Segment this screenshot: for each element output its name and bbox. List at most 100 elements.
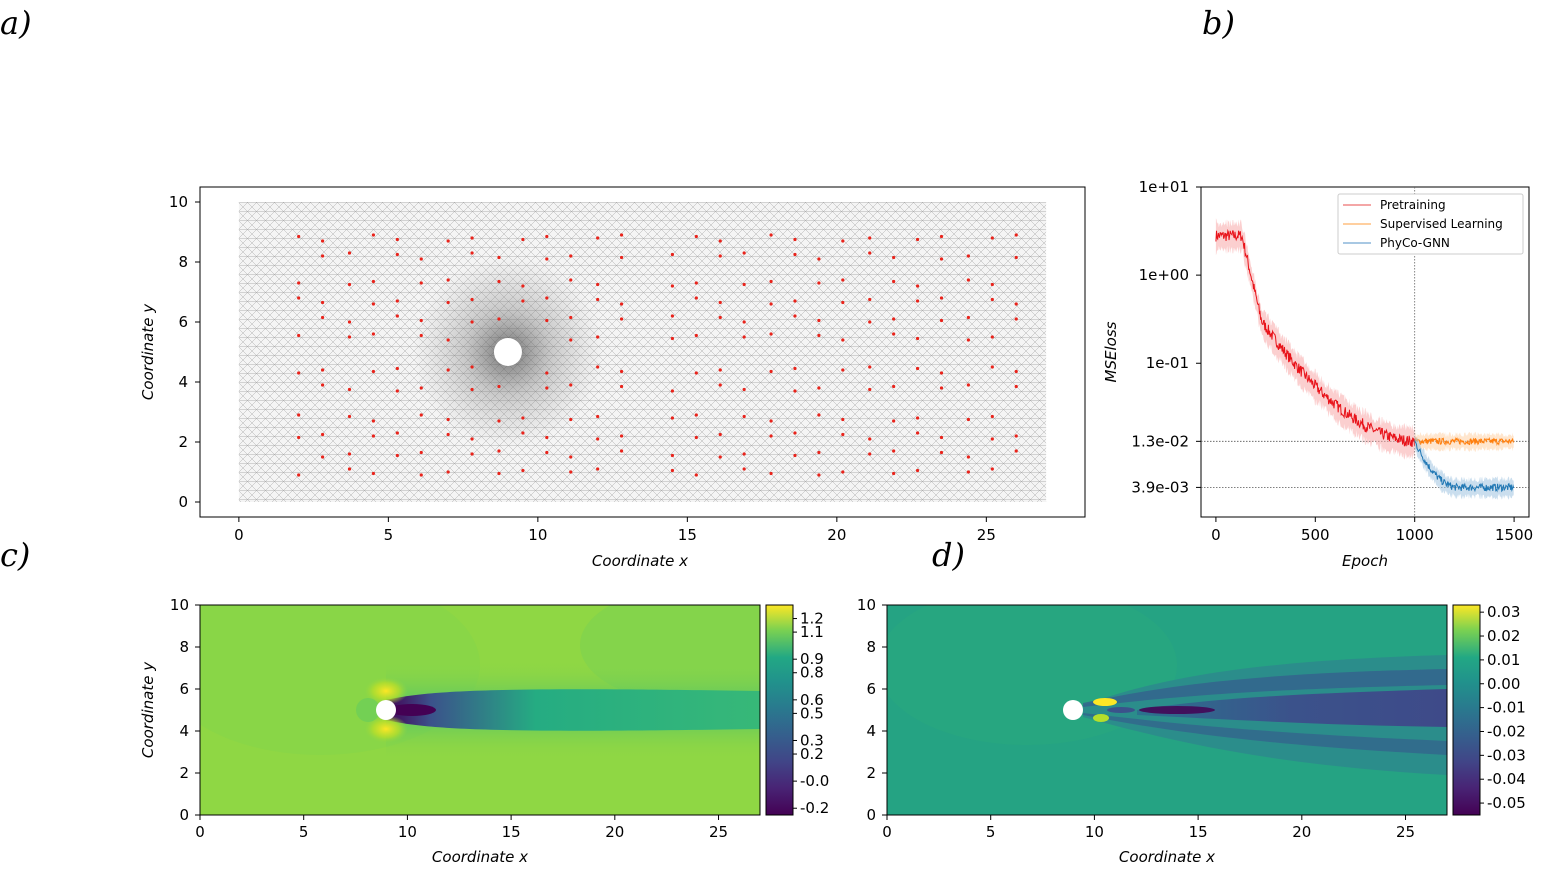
x-tick-label: 0: [882, 823, 892, 841]
sensor-point: [718, 315, 722, 320]
sensor-point: [966, 383, 970, 387]
sensor-point: [841, 338, 845, 342]
sensor-point: [470, 320, 474, 324]
sensor-point: [718, 432, 722, 437]
sensor-point: [939, 257, 944, 261]
sensor-point: [470, 251, 474, 255]
sensor-point: [521, 284, 525, 288]
sensor-point: [966, 470, 970, 474]
colorbar-tick-label: -0.04: [1487, 770, 1526, 788]
sensor-point: [841, 278, 845, 282]
phyco-line: [1414, 440, 1515, 493]
sensor-point: [1014, 384, 1018, 389]
sensor-point: [670, 314, 674, 318]
sensor-point: [1014, 449, 1018, 453]
x-tick-label: 15: [1189, 823, 1208, 841]
x-tick-label: 25: [709, 823, 728, 841]
sensor-point: [497, 449, 501, 453]
sensor-point: [521, 237, 525, 242]
sensor-point: [596, 467, 600, 471]
sensor-point: [670, 468, 674, 473]
sensor-point: [419, 450, 423, 455]
sensor-point: [395, 252, 399, 257]
d-cylinder: [1063, 700, 1083, 720]
sensor-point: [545, 435, 549, 440]
sensor-point: [446, 417, 450, 422]
sensor-point: [868, 387, 872, 392]
sensor-point: [1014, 317, 1018, 321]
sensor-point: [596, 282, 600, 287]
sensor-point: [769, 332, 773, 336]
colorbar-tick-label: 1.2: [800, 610, 824, 628]
panel-a-xlabel: Coordinate x: [592, 552, 688, 570]
sensor-point: [446, 368, 450, 372]
sensor-point: [694, 473, 698, 477]
sensor-point: [320, 254, 325, 258]
panel-letter-c: c): [0, 536, 30, 574]
sensor-point: [694, 435, 698, 440]
y-tick-label: 6: [179, 680, 189, 698]
y-tick-label: 8: [178, 253, 188, 271]
sensor-point: [395, 299, 399, 303]
y-tick-label: 4: [866, 722, 876, 740]
sensor-point: [320, 432, 325, 437]
sensor-point: [718, 300, 722, 305]
sensor-point: [841, 368, 845, 372]
sensor-point: [841, 239, 845, 243]
colorbar-tick-label: 0.02: [1487, 627, 1520, 645]
sensor-point: [320, 455, 325, 459]
y-tick-label: 10: [857, 596, 876, 614]
sensor-point: [892, 449, 896, 453]
sensor-point: [670, 284, 674, 288]
sensor-point: [817, 281, 821, 285]
d-wake: [1137, 689, 1447, 727]
panel-d-frame: [886, 604, 1448, 816]
sensor-point: [497, 419, 501, 423]
sensor-point: [939, 234, 944, 239]
x-tick-label: 1000: [1396, 526, 1434, 544]
sensor-point: [670, 336, 674, 341]
sensor-point: [915, 431, 920, 435]
sensor-point: [545, 234, 549, 239]
sensor-point: [841, 300, 845, 305]
sensor-point: [1014, 302, 1018, 306]
sensor-point: [497, 384, 501, 389]
sensor-point: [793, 299, 797, 303]
sensor-point: [939, 296, 944, 300]
sensor-point: [990, 282, 994, 287]
colorbar-tick-label: -0.2: [800, 799, 829, 817]
sensor-point: [371, 302, 376, 306]
sensor-point: [371, 471, 376, 476]
panel-b-ylabel: MSEloss: [1102, 321, 1120, 382]
sensor-point: [395, 366, 399, 371]
sensor-point: [915, 416, 920, 420]
legend-label-phyco: PhyCo-GNN: [1380, 236, 1450, 250]
sensor-point: [347, 251, 352, 255]
sensor-point: [966, 254, 970, 258]
sensor-point: [817, 450, 821, 455]
sensor-point: [569, 338, 573, 342]
sensor-point: [742, 452, 746, 456]
sensor-point: [347, 282, 352, 287]
legend-label-pretraining: Pretraining: [1380, 198, 1446, 212]
sensor-point: [497, 317, 501, 321]
sensor-point: [793, 252, 797, 257]
panel-letter-a: a): [0, 4, 32, 42]
y-tick-label: 2: [179, 764, 189, 782]
sensor-point: [915, 336, 920, 341]
y-tick-label: 2: [178, 433, 188, 451]
sensor-point: [470, 437, 474, 441]
sensor-point: [419, 386, 423, 390]
sensor-point: [470, 365, 474, 369]
sensor-point: [569, 278, 573, 282]
sensor-point: [596, 414, 600, 419]
sensor-point: [521, 468, 525, 473]
sensor-point: [769, 369, 773, 374]
c-lower-acceleration: [364, 715, 408, 743]
c-recirculation: [388, 704, 436, 716]
sensor-point: [892, 332, 896, 336]
sensor-point: [670, 252, 674, 257]
sensor-point: [990, 365, 994, 369]
sensor-point: [769, 434, 773, 438]
sensor-point: [892, 384, 896, 389]
